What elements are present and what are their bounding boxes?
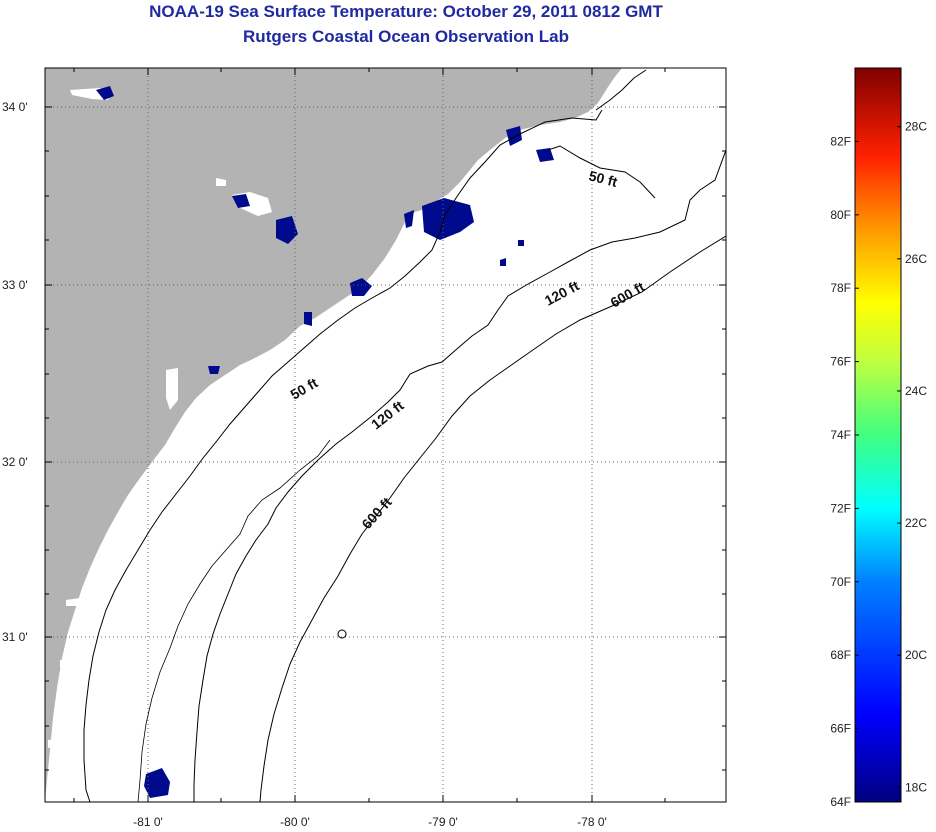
cold-sst-patches xyxy=(96,86,554,798)
lon-label-79: -79 0' xyxy=(428,815,458,829)
lon-label-81: -81 0' xyxy=(133,815,163,829)
title-line-1: NOAA-19 Sea Surface Temperature: October… xyxy=(149,2,663,21)
map-frame xyxy=(44,67,727,803)
colorbar-f-label: 72F xyxy=(830,501,851,515)
contour-50ft xyxy=(83,109,603,802)
colorbar-c-label: 20C xyxy=(905,648,927,662)
colorbar-gradient xyxy=(855,68,901,802)
colorbar-f-label: 82F xyxy=(830,134,851,148)
colorbar-f-label: 74F xyxy=(830,428,851,442)
colorbar-f-label: 66F xyxy=(830,722,851,736)
colorbar-c-label: 26C xyxy=(905,252,927,266)
lat-label-31: 31 0' xyxy=(2,630,28,644)
colorbar-c-label: 28C xyxy=(905,120,927,134)
colorbar-f-label: 78F xyxy=(830,281,851,295)
colorbar-c-label: 22C xyxy=(905,516,927,530)
lat-label-32: 32 0' xyxy=(2,455,28,469)
contour-label-50ft-north: 50 ft xyxy=(587,167,619,190)
contour-600ft xyxy=(259,235,726,802)
colorbar-c-label: 24C xyxy=(905,384,927,398)
lon-label-80: -80 0' xyxy=(280,815,310,829)
lon-label-78: -78 0' xyxy=(577,815,607,829)
lat-label-33: 33 0' xyxy=(2,278,28,292)
lat-label-34: 34 0' xyxy=(2,100,28,114)
colorbar-f-label: 76F xyxy=(830,355,851,369)
colorbar-c-label: 18C xyxy=(905,780,927,794)
colorbar-f-label: 64F xyxy=(830,795,851,809)
colorbar-f-label: 68F xyxy=(830,648,851,662)
colorbar-f-label: 70F xyxy=(830,575,851,589)
colorbar-f-label: 80F xyxy=(830,208,851,222)
land-mass xyxy=(45,68,622,802)
title-line-2: Rutgers Coastal Ocean Observation Lab xyxy=(243,27,569,46)
contour-120ft xyxy=(193,149,726,802)
